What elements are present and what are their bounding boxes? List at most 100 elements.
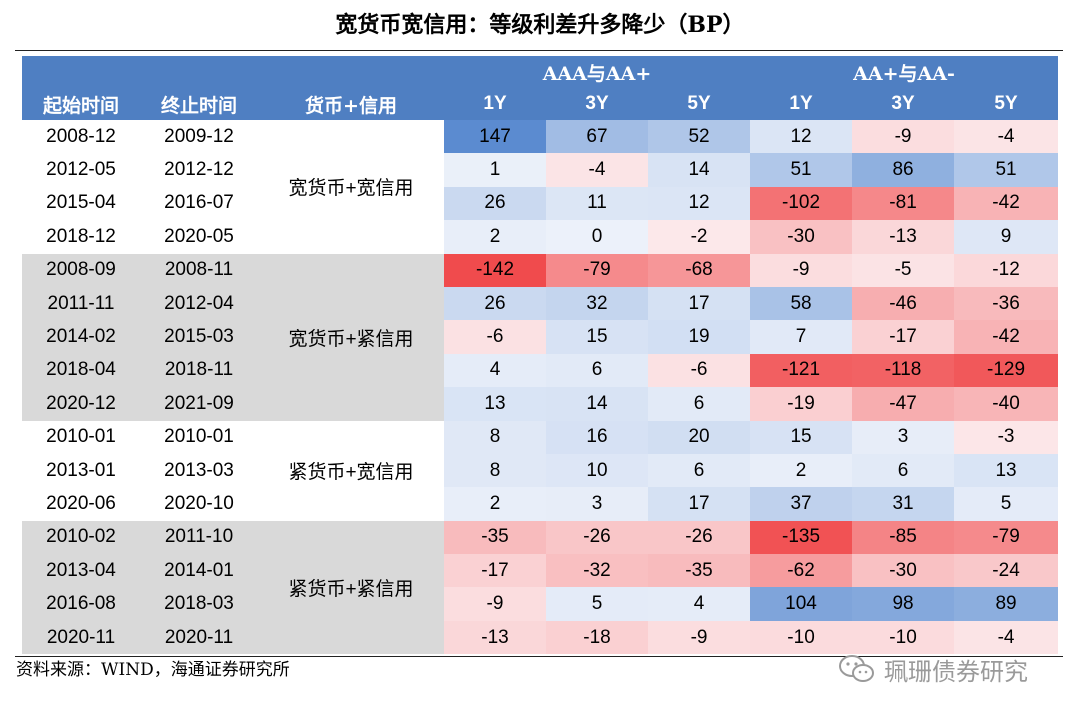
cell-spread-value: 26 <box>444 186 546 221</box>
cell-spread-value: 67 <box>546 120 648 154</box>
cell-spread-value: -4 <box>546 153 648 187</box>
cell-end-date: 2015-03 <box>140 320 258 354</box>
cell-start-date: 2010-02 <box>22 520 140 555</box>
header-tenor: 1Y <box>789 93 813 114</box>
cell-spread-value: 3 <box>546 487 648 521</box>
cell-policy-type: 宽货币+宽信用 <box>258 120 444 254</box>
cell-spread-value: 11 <box>546 186 648 221</box>
header-group-aa-plus-aa-minus: AA+与AA- <box>853 62 955 85</box>
cell-spread-value: 2 <box>444 487 546 521</box>
cell-spread-value: -2 <box>648 220 751 254</box>
cell-start-date: 2008-09 <box>22 253 140 287</box>
cell-spread-value: -46 <box>852 286 955 321</box>
cell-spread-value: -9 <box>648 620 751 655</box>
cell-spread-value: -62 <box>750 554 853 588</box>
cell-spread-value: 12 <box>750 120 853 154</box>
cell-spread-value: -6 <box>648 353 751 388</box>
cell-spread-value: -4 <box>954 620 1059 655</box>
table-row: 2018-12 2020-05 2 0 -2 -30 -13 9 <box>22 220 1059 254</box>
cell-spread-value: -17 <box>852 320 955 354</box>
header-group-aaa-aa-plus: AAA与AA+ <box>542 62 652 85</box>
cell-spread-value: 12 <box>648 186 751 221</box>
table-row: 2010-02 2011-10 紧货币+紧信用 -35 -26 -26 -135 -85 -79 <box>22 520 1059 655</box>
cell-spread-value: -13 <box>852 220 955 254</box>
cell-spread-value: 8 <box>444 453 546 488</box>
cell-spread-value: 16 <box>546 420 648 454</box>
cell-spread-value: -79 <box>954 520 1059 555</box>
cell-start-date: 2012-05 <box>22 153 140 187</box>
cell-policy-type: 紧货币+宽信用 <box>258 420 444 521</box>
cell-spread-value: 0 <box>546 220 648 254</box>
cell-start-date: 2015-04 <box>22 186 140 221</box>
cell-spread-value: -81 <box>852 186 955 221</box>
header-tenor: 5Y <box>994 93 1018 114</box>
cell-spread-value: 104 <box>750 587 853 621</box>
cell-spread-value: -26 <box>648 520 751 555</box>
cell-spread-value: -35 <box>648 554 751 588</box>
cell-spread-value: -121 <box>750 353 853 388</box>
cell-spread-value: 13 <box>954 453 1059 488</box>
table-row: 2014-02 2015-03 -6 15 19 7 -17 -42 <box>22 320 1059 354</box>
cell-spread-value: -40 <box>954 387 1059 421</box>
cell-policy-type: 紧货币+紧信用 <box>258 520 444 655</box>
cell-spread-value: 8 <box>444 420 546 454</box>
cell-end-date: 2020-10 <box>140 487 258 521</box>
table-row: 2012-05 2012-12 1 -4 14 51 86 51 <box>22 153 1059 187</box>
table-row: 2018-04 2018-11 4 6 -6 -121 -118 -129 <box>22 353 1059 388</box>
cell-spread-value: -30 <box>750 220 853 254</box>
cell-spread-value: -24 <box>954 554 1059 588</box>
title-divider <box>15 50 1063 51</box>
cell-spread-value: 6 <box>546 353 648 388</box>
cell-spread-value: -26 <box>546 520 648 555</box>
cell-spread-value: -30 <box>852 554 955 588</box>
cell-end-date: 2016-07 <box>140 186 258 221</box>
cell-spread-value: 7 <box>750 320 853 354</box>
cell-spread-value: 17 <box>648 487 751 521</box>
cell-end-date: 2012-04 <box>140 286 258 321</box>
cell-end-date: 2009-12 <box>140 120 258 154</box>
cell-spread-value: -10 <box>750 620 853 655</box>
cell-spread-value: -85 <box>852 520 955 555</box>
cell-end-date: 2018-11 <box>140 353 258 388</box>
header-start-date: 起始时间 <box>42 94 119 117</box>
cell-spread-value: 31 <box>852 487 955 521</box>
cell-end-date: 2020-05 <box>140 220 258 254</box>
table-row: 2013-01 2013-03 8 10 6 2 6 13 <box>22 453 1059 488</box>
table-row: 2010-01 2010-01 紧货币+宽信用 8 16 20 15 3 -3 <box>22 420 1059 521</box>
cell-spread-value: 5 <box>546 587 648 621</box>
cell-start-date: 2013-04 <box>22 554 140 588</box>
cell-spread-value: 52 <box>648 120 751 154</box>
cell-spread-value: -10 <box>852 620 955 655</box>
cell-spread-value: -102 <box>750 186 853 221</box>
cell-spread-value: 1 <box>444 153 546 187</box>
cell-spread-value: -9 <box>750 253 853 287</box>
cell-spread-value: 89 <box>954 587 1059 621</box>
header-row-columns: 起始时间 终止时间 货币+信用 1Y 3Y 5Y 1Y 3Y 5Y <box>22 88 1059 120</box>
cell-end-date: 2020-11 <box>140 620 258 655</box>
cell-end-date: 2013-03 <box>140 453 258 488</box>
header-blank <box>22 56 140 88</box>
table-row: 2011-11 2012-04 26 32 17 58 -46 -36 <box>22 286 1059 321</box>
cell-spread-value: 15 <box>750 420 853 454</box>
cell-start-date: 2014-02 <box>22 320 140 354</box>
cell-spread-value: 26 <box>444 286 546 321</box>
cell-spread-value: -47 <box>852 387 955 421</box>
table-row: 2020-12 2021-09 13 14 6 -19 -47 -40 <box>22 387 1059 421</box>
cell-end-date: 2021-09 <box>140 387 258 421</box>
cell-spread-value: -135 <box>750 520 853 555</box>
cell-spread-value: 6 <box>648 387 751 421</box>
wechat-icon <box>839 655 874 682</box>
cell-spread-value: -5 <box>852 253 955 287</box>
watermark: 珮珊债券研究 <box>838 651 1028 687</box>
header-tenor: 3Y <box>585 93 609 114</box>
header-end-date: 终止时间 <box>160 94 237 117</box>
cell-end-date: 2011-10 <box>140 520 258 555</box>
cell-spread-value: 17 <box>648 286 751 321</box>
cell-spread-value: -42 <box>954 186 1059 221</box>
cell-spread-value: 51 <box>954 153 1059 187</box>
cell-spread-value: 6 <box>852 453 955 488</box>
cell-spread-value: -18 <box>546 620 648 655</box>
table-row: 2015-04 2016-07 26 11 12 -102 -81 -42 <box>22 186 1059 221</box>
header-tenor: 3Y <box>891 93 915 114</box>
cell-spread-value: -19 <box>750 387 853 421</box>
